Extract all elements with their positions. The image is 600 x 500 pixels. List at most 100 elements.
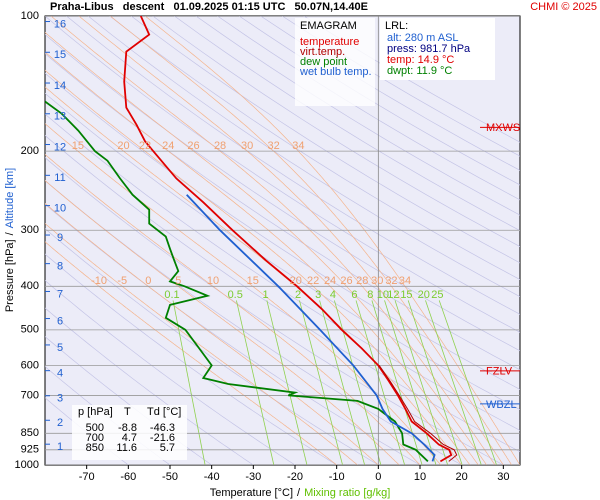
- y-tick-label: 700: [21, 389, 39, 401]
- x-tick-label: 0: [375, 471, 381, 483]
- mixing-ratio-label: 0.5: [228, 289, 243, 301]
- mixing-ratio-line: [384, 300, 437, 465]
- pseudoadiabat-label: 10: [207, 275, 219, 287]
- pseudoadiabat-label: 34: [292, 140, 304, 152]
- profile-line: [45, 100, 429, 463]
- mixing-ratio-label: 25: [431, 289, 443, 301]
- x-label-2: Mixing ratio [g/kg]: [304, 487, 390, 499]
- mixing-ratio-line: [425, 300, 482, 465]
- table-header: Td [°C]: [147, 406, 181, 418]
- x-tick-label: -30: [245, 471, 261, 483]
- pseudoadiabat-label: 0: [145, 275, 151, 287]
- pseudoadiabat-label: 15: [247, 275, 259, 287]
- y2-tick-label: 4: [57, 368, 63, 380]
- y-label-2: Altitude [km]: [4, 168, 16, 229]
- table-cell: -8.8: [118, 422, 137, 434]
- y2-tick-label: 11: [54, 172, 65, 184]
- mixing-ratio-line: [299, 300, 343, 465]
- mixing-ratio-label: 8: [367, 289, 373, 301]
- mixing-ratio-label: 20: [418, 289, 430, 301]
- lrl-title: LRL:: [385, 20, 408, 32]
- mixing-ratio-line: [236, 300, 275, 465]
- mixing-ratio-label: 3: [315, 289, 321, 301]
- lrl-box: [380, 18, 495, 80]
- y2-tick-label: 16: [54, 18, 66, 30]
- y2-tick-label: 8: [57, 261, 63, 273]
- pseudoadiabat-label: 32: [385, 275, 397, 287]
- pseudoadiabat-label: 20: [290, 275, 302, 287]
- mixing-ratio-line: [407, 300, 463, 465]
- x-tick-label: 20: [456, 471, 468, 483]
- y-tick-label: 400: [21, 280, 39, 292]
- mixing-ratio-label: 12: [387, 289, 399, 301]
- pseudoadiabat-label: 28: [356, 275, 368, 287]
- y2-tick-label: 10: [54, 203, 66, 215]
- x-tick-label: -70: [79, 471, 95, 483]
- pseudoadiabat-label: 28: [214, 140, 226, 152]
- legend-entry: virt.temp.: [300, 46, 345, 58]
- pseudoadiabat-label: 22: [139, 140, 151, 152]
- table-cell: -21.6: [150, 432, 175, 444]
- pseudoadiabat-label: -10: [91, 275, 107, 287]
- credit: CHMI © 2025: [530, 1, 597, 13]
- y2-tick-label: 6: [57, 315, 63, 327]
- wind-panel: [521, 16, 599, 465]
- mixing-ratio-line: [334, 300, 382, 465]
- y2-tick-label: 13: [54, 111, 66, 123]
- dry-adiabat: [130, 16, 520, 264]
- pseudoadiabat-label: 24: [324, 275, 336, 287]
- mixing-ratio-label: 10: [377, 289, 389, 301]
- y-tick-label: 850: [21, 427, 39, 439]
- pseudoadiabat-label: -5: [117, 275, 127, 287]
- dry-adiabat: [109, 16, 520, 280]
- legend-title: EMAGRAM: [300, 20, 357, 32]
- lrl-press: press: 981.7 hPa: [387, 43, 471, 55]
- level-label: MXWS: [486, 122, 520, 134]
- mixing-ratio-label: 4: [330, 289, 336, 301]
- table-header: T: [124, 406, 131, 418]
- legend-entry: temperature: [300, 36, 359, 48]
- legend-entry: dew point: [300, 56, 347, 68]
- x-tick-label: -60: [120, 471, 136, 483]
- y-tick-label: 925: [21, 444, 39, 456]
- y2-tick-label: 15: [54, 49, 66, 61]
- y2-tick-label: 2: [57, 417, 63, 429]
- level-label: WBZL: [486, 399, 517, 411]
- mixing-ratio-label: 2: [295, 289, 301, 301]
- pseudoadiabat-label: 5: [175, 275, 181, 287]
- dry-adiabat: [45, 53, 520, 371]
- x-tick-label: 10: [414, 471, 426, 483]
- y2-tick-label: 14: [54, 80, 66, 92]
- legend-entry: wet bulb temp.: [299, 66, 372, 78]
- mixing-ratio-label: 6: [351, 289, 357, 301]
- lrl-alt: alt: 280 m ASL: [387, 32, 459, 44]
- pseudoadiabat-label: 22: [307, 275, 319, 287]
- y2-tick-label: 3: [57, 393, 63, 405]
- y-label: Pressure [hPa]: [4, 239, 16, 312]
- y-tick-label: 500: [21, 324, 39, 336]
- dry-adiabat: [195, 16, 520, 216]
- mixing-ratio-line: [371, 300, 423, 465]
- separator: /: [297, 487, 301, 499]
- table-header: p [hPa]: [78, 406, 113, 418]
- pseudoadiabat-label: 24: [162, 140, 174, 152]
- pseudoadiabat-label: 26: [187, 140, 199, 152]
- x-label: Temperature [°C]: [210, 487, 293, 499]
- chart-title: Praha-Libus descent 01.09.2025 01:15 UTC…: [50, 1, 368, 13]
- level-label: FZLV: [486, 366, 513, 378]
- dry-adiabat: [66, 16, 520, 315]
- profile-line: [123, 16, 453, 463]
- dry-adiabat: [217, 16, 520, 201]
- x-axis-label: Temperature [°C] / Mixing ratio [g/kg]: [210, 487, 391, 499]
- lrl-dwpt: dwpt: 11.9 °C: [387, 65, 452, 77]
- table-cell: 4.7: [122, 432, 137, 444]
- mixing-ratio-line: [319, 300, 366, 465]
- table-cell: -46.3: [150, 422, 175, 434]
- y2-tick-label: 7: [57, 288, 63, 300]
- table-box: [72, 405, 187, 460]
- mixing-ratio-label: 1: [263, 289, 269, 301]
- table-cell: 5.7: [160, 442, 175, 454]
- table-cell: 700: [86, 432, 104, 444]
- dry-adiabat: [45, 34, 520, 352]
